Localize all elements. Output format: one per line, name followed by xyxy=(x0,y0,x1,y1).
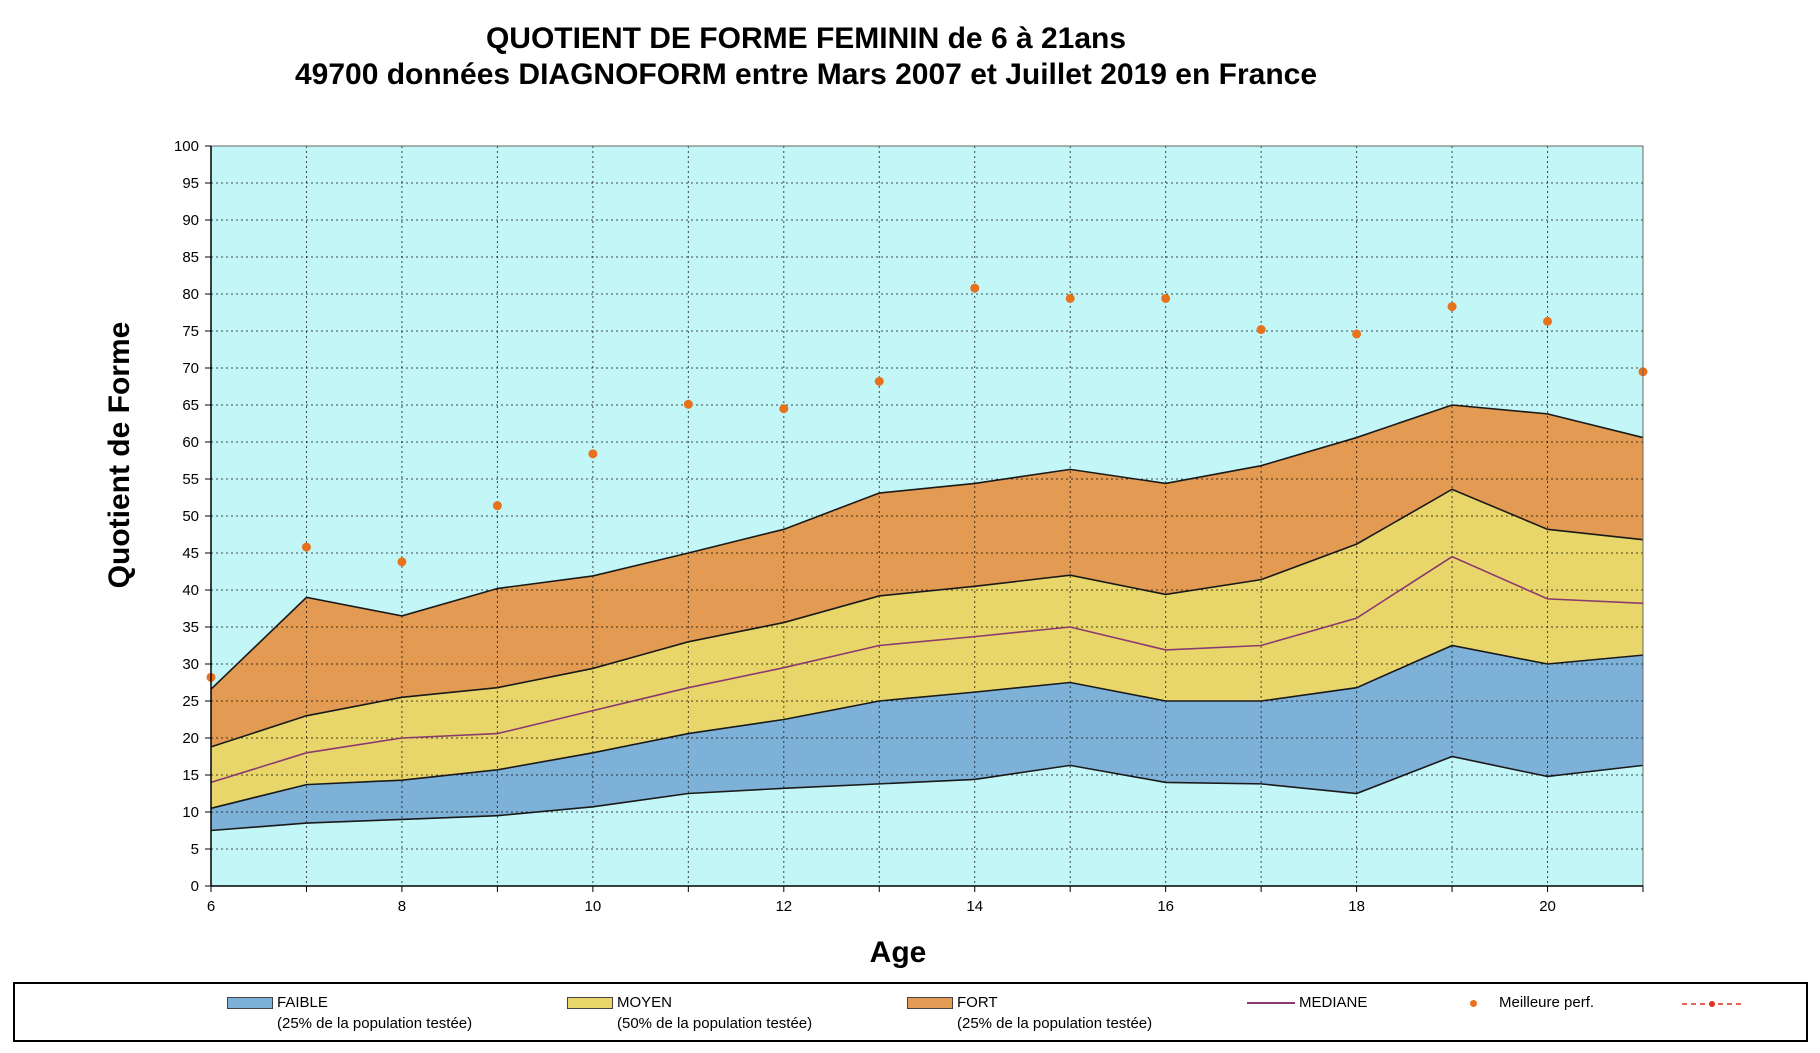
best-perf-point-14 xyxy=(970,283,980,293)
legend-moyen-sub: (50% de la population testée) xyxy=(617,1015,813,1032)
boundary-line-fort_top xyxy=(210,404,1644,690)
x-tick-label-16: 16 xyxy=(1157,898,1174,915)
x-tick-label-14: 14 xyxy=(966,898,983,915)
band-moyen xyxy=(211,489,1643,809)
legend-mediane: MEDIANE xyxy=(1247,994,1367,1011)
y-tick-label-20: 20 xyxy=(182,730,199,747)
legend-fort-label: FORT xyxy=(957,994,998,1011)
y-tick-label-45: 45 xyxy=(182,545,199,562)
best-perf-point-19 xyxy=(1447,302,1457,312)
best-perf-point-15 xyxy=(1065,293,1075,303)
y-tick-label-40: 40 xyxy=(182,582,199,599)
y-tick-label-25: 25 xyxy=(182,693,199,710)
legend-fort: FORT (25% de la population testée) xyxy=(907,994,1152,1032)
chart-title-line-1: QUOTIENT DE FORME FEMININ de 6 à 21ans xyxy=(485,22,1127,55)
boundary-line-moyen_top xyxy=(210,488,1644,748)
best-perf-point-16 xyxy=(1161,293,1171,303)
y-tick-label-80: 80 xyxy=(182,286,199,303)
x-axis-label: Age xyxy=(869,936,927,969)
y-tick-label-100: 100 xyxy=(174,138,199,155)
legend-fort-sub: (25% de la population testée) xyxy=(957,1015,1153,1032)
y-tick-label-35: 35 xyxy=(182,619,199,636)
legend-moyen: MOYEN (50% de la population testée) xyxy=(567,994,812,1032)
y-tick-label-55: 55 xyxy=(182,471,199,488)
y-tick-label-85: 85 xyxy=(182,249,199,266)
legend-faible-sub: (25% de la population testée) xyxy=(277,1015,473,1032)
x-tick-label-18: 18 xyxy=(1348,898,1365,915)
best-perf-point-8 xyxy=(397,557,407,567)
legend-best: Meilleure perf. xyxy=(1470,994,1594,1011)
chart-title-line-2: 49700 données DIAGNOFORM entre Mars 2007… xyxy=(294,58,1318,91)
band-fort xyxy=(211,405,1643,747)
legend-mediane-line xyxy=(1247,1002,1295,1005)
best-perf-point-7 xyxy=(301,542,311,552)
legend-best-dot xyxy=(1470,999,1477,1007)
best-perf-point-9 xyxy=(492,501,502,511)
y-tick-label-70: 70 xyxy=(182,360,199,377)
best-perf-point-18 xyxy=(1352,329,1362,339)
best-perf-point-11 xyxy=(683,399,693,409)
chart-plot: 0 5 10 15 20 25 30 35 40 45 50 55 60 65 70 75 80 85 90 95 10… xyxy=(174,138,1648,915)
legend-best-label: Meilleure perf. xyxy=(1499,994,1595,1011)
y-axis-label: Quotient de Forme xyxy=(103,321,136,589)
y-tick-label-60: 60 xyxy=(182,434,199,451)
y-tick-label-30: 30 xyxy=(182,656,199,673)
x-tick-label-6: 6 xyxy=(207,898,215,915)
legend-moyen-label: MOYEN xyxy=(617,994,673,1011)
best-perf-point-10 xyxy=(588,449,598,459)
x-tick-label-20: 20 xyxy=(1539,898,1556,915)
legend-moyen-swatch xyxy=(567,997,613,1010)
y-tick-label-15: 15 xyxy=(182,767,199,784)
x-tick-label-12: 12 xyxy=(775,898,792,915)
best-perf-point-12 xyxy=(779,404,789,414)
chart-legend: FAIBLE (25% de la population testée) MOY… xyxy=(13,982,1808,1042)
y-tick-label-10: 10 xyxy=(182,804,199,821)
legend-faible-swatch xyxy=(227,997,273,1010)
boundary-line-low xyxy=(210,755,1644,832)
y-tick-label-5: 5 xyxy=(191,841,199,858)
legend-dashed-marker xyxy=(1682,1001,1742,1007)
legend-mediane-label: MEDIANE xyxy=(1299,994,1368,1011)
legend-faible: FAIBLE (25% de la population testée) xyxy=(227,994,472,1032)
y-tick-label-0: 0 xyxy=(191,878,199,895)
y-tick-label-95: 95 xyxy=(182,175,199,192)
best-perf-point-20 xyxy=(1543,316,1553,326)
x-tick-label-8: 8 xyxy=(398,898,406,915)
legend-faible-label: FAIBLE xyxy=(277,994,328,1011)
boundary-line-faible_top xyxy=(210,644,1644,810)
best-perf-point-17 xyxy=(1256,325,1266,335)
y-tick-label-50: 50 xyxy=(182,508,199,525)
legend-fort-swatch xyxy=(907,997,953,1010)
y-tick-label-75: 75 xyxy=(182,323,199,340)
x-tick-label-10: 10 xyxy=(585,898,602,915)
y-tick-label-90: 90 xyxy=(182,212,199,229)
y-tick-label-65: 65 xyxy=(182,397,199,414)
best-perf-point-13 xyxy=(874,376,884,386)
series-mediane-line xyxy=(210,555,1644,784)
